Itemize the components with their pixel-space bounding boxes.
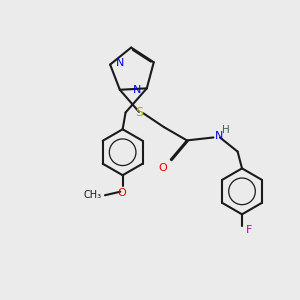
- Text: F: F: [246, 225, 252, 235]
- Text: O: O: [118, 188, 126, 198]
- Text: N: N: [133, 85, 142, 95]
- Text: CH₃: CH₃: [83, 190, 101, 200]
- Text: N: N: [215, 131, 223, 141]
- Text: H: H: [222, 125, 230, 135]
- Text: S: S: [135, 106, 143, 119]
- Text: O: O: [158, 163, 167, 173]
- Text: N: N: [116, 58, 124, 68]
